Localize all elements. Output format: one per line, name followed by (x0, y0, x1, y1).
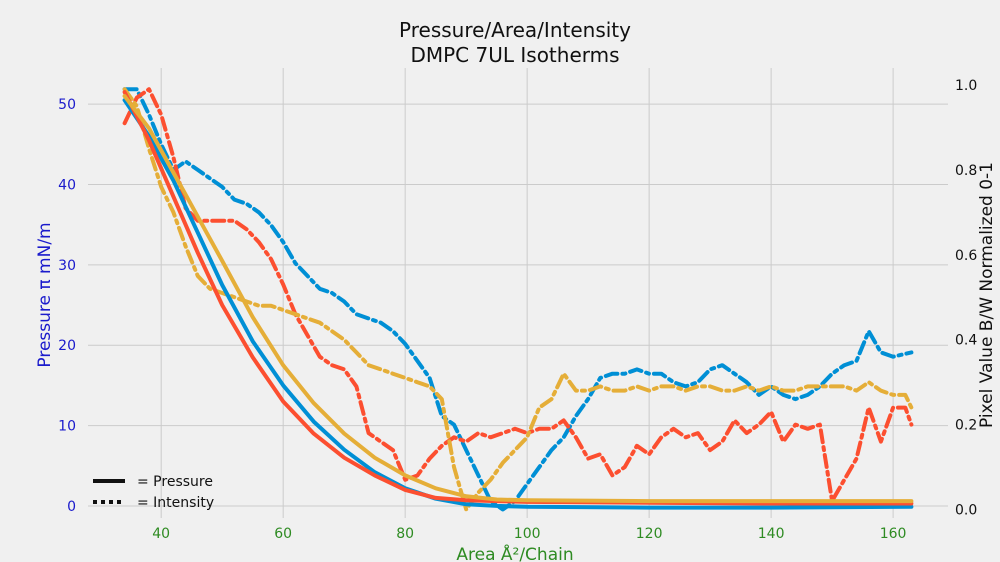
x-tick-label: 40 (152, 526, 170, 542)
y-right-tick-label: 0.4 (955, 333, 977, 349)
chart-title: Pressure/Area/Intensity (399, 18, 631, 42)
grid (88, 68, 948, 518)
tick-labels: 40 60 80 100 120 140 160 0 10 20 30 40 50 0.0 0.2 0.4 0.… (58, 78, 977, 542)
legend: = Pressure = Intensity (93, 474, 214, 511)
x-tick-label: 160 (880, 526, 907, 542)
y-left-tick-label: 30 (58, 258, 76, 274)
x-tick-label: 60 (274, 526, 292, 542)
series-layer (122, 87, 914, 512)
chart-subtitle: DMPC 7UL Isotherms (410, 43, 619, 67)
y-axis-right-label: Pixel Value B/W Normalized 0-1 (977, 162, 997, 428)
y-right-tick-label: 0.2 (955, 418, 977, 434)
x-tick-label: 140 (758, 526, 785, 542)
y-left-tick-label: 40 (58, 178, 76, 194)
x-tick-label: 100 (514, 526, 541, 542)
legend-intensity-label: = Intensity (137, 495, 214, 511)
x-tick-label: 120 (636, 526, 663, 542)
y-left-tick-label: 20 (58, 338, 76, 354)
y-right-tick-label: 1.0 (955, 78, 977, 94)
y-right-tick-label: 0.6 (955, 248, 977, 264)
y-left-tick-label: 50 (58, 97, 76, 113)
y-left-tick-label: 0 (67, 499, 76, 515)
y-left-tick-label: 10 (58, 419, 76, 435)
x-axis-label: Area Å²/Chain (456, 543, 573, 562)
legend-pressure-label: = Pressure (137, 474, 213, 490)
pressure-series-line (122, 94, 914, 504)
y-axis-left-label: Pressure π mN/m (35, 222, 55, 367)
x-tick-label: 80 (396, 526, 414, 542)
y-right-tick-label: 0.0 (955, 503, 977, 519)
pressure-series-line (122, 98, 914, 510)
y-right-tick-label: 0.8 (955, 163, 977, 179)
intensity-series-line (122, 87, 914, 512)
intensity-series-line (122, 87, 914, 503)
